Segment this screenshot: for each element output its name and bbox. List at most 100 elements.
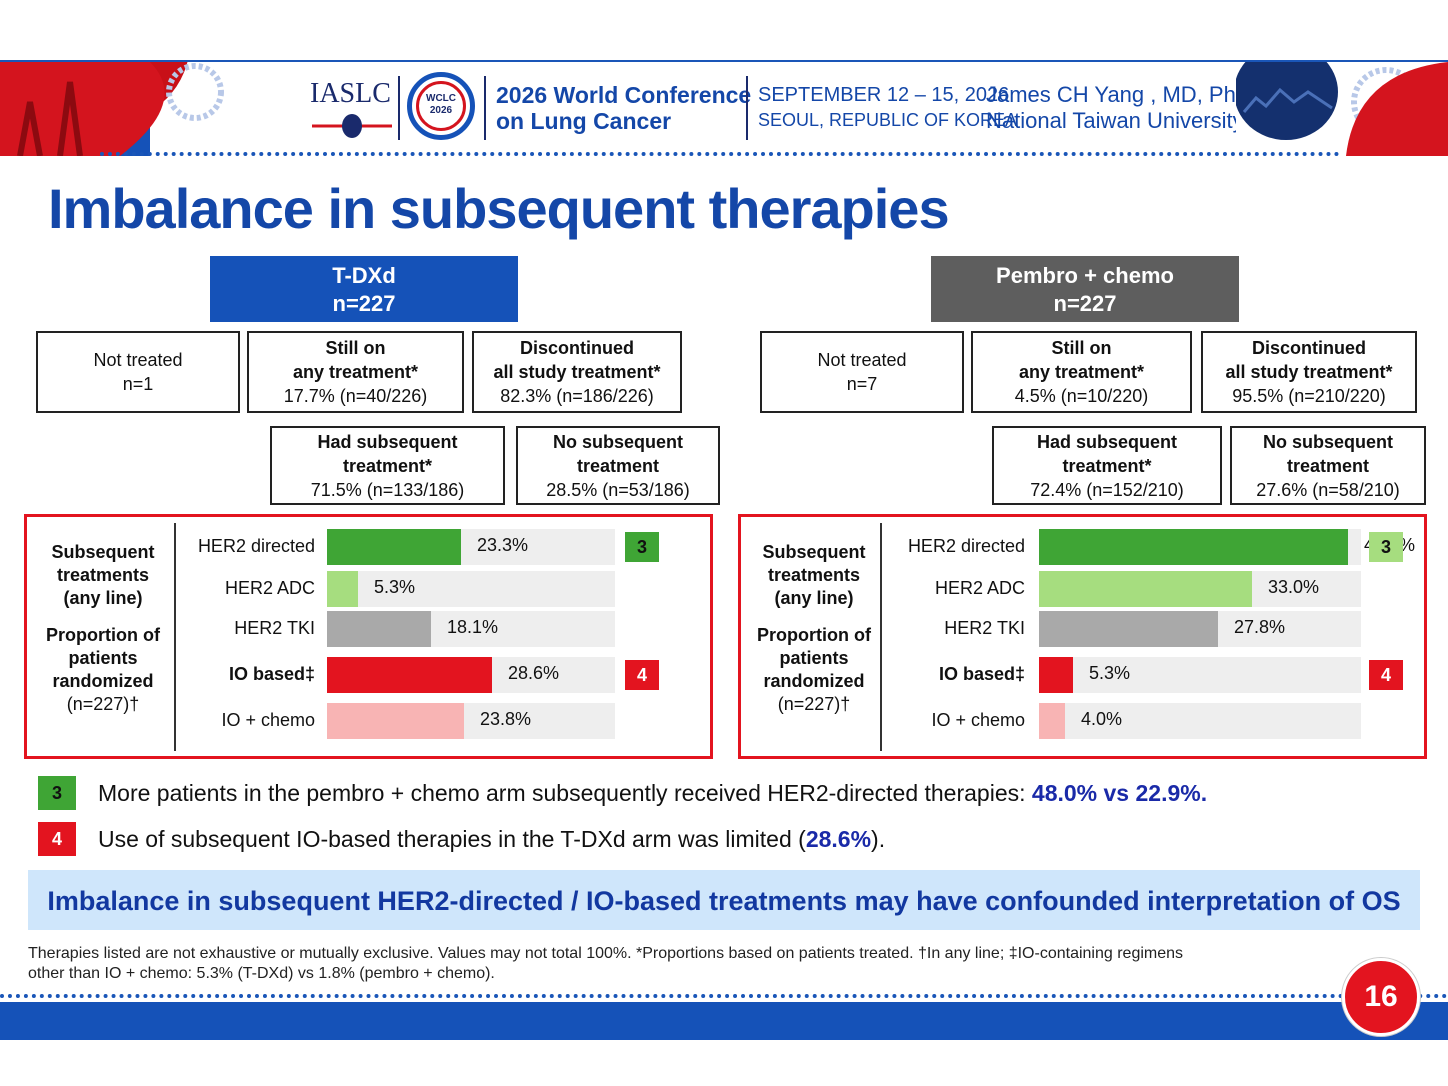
- city-night-icon: [1236, 62, 1448, 156]
- side-label-line: Proportion of: [46, 625, 160, 645]
- header-divider: [746, 76, 748, 140]
- flow-box-not-treated: Not treated n=1: [36, 331, 240, 413]
- header-divider: [398, 76, 400, 140]
- conference-name-line2: on Lung Cancer: [496, 108, 672, 134]
- conference-location: SEOUL, REPUBLIC OF KOREA: [758, 110, 1018, 130]
- header-bottom-dotted-line: [100, 152, 1340, 156]
- side-label-line: patients: [68, 648, 138, 668]
- conference-name-line1: 2026 World Conference: [496, 82, 752, 108]
- subsequent-therapy-panel-pembro-chemo: Subsequent treatments (any line) Proport…: [738, 514, 1427, 759]
- flow-box-value: 71.5% (n=133/186): [310, 479, 465, 500]
- flow-box-label: Discontinued: [1251, 338, 1366, 358]
- side-label-line: Proportion of: [757, 625, 871, 645]
- side-label-line: treatments: [767, 565, 861, 585]
- arm-name: Pembro + chemo: [996, 263, 1174, 288]
- flow-box-value: 27.6% (n=58/210): [1256, 479, 1400, 500]
- header-top-line: [0, 60, 1448, 62]
- bar: [327, 657, 492, 693]
- note-highlight: 28.6%: [805, 826, 872, 852]
- bar: [327, 571, 358, 607]
- flow-box-no-subsequent: No subsequent treatment 28.5% (n=53/186): [516, 426, 720, 505]
- bar-category-label: HER2 directed: [197, 536, 315, 556]
- bar-value-label: 33.0%: [1268, 577, 1320, 597]
- arm-n: n=227: [332, 291, 396, 316]
- flow-box-discontinued: Discontinued all study treatment* 82.3% …: [472, 331, 682, 413]
- flow-box-label: Had subsequent: [317, 431, 458, 452]
- arm-header-pembro-chemo: Pembro + chemo n=227: [931, 256, 1239, 322]
- wclc-logo: WCLC 2026: [407, 72, 475, 140]
- flow-box-still-on: Still on any treatment* 17.7% (n=40/226): [247, 331, 464, 413]
- panel-divider: [880, 523, 882, 751]
- note-text: More patients in the pembro + chemo arm …: [98, 780, 1032, 806]
- arm-header-tdxd: T-DXd n=227: [210, 256, 518, 322]
- header-divider: [484, 76, 486, 140]
- flow-box-discontinued: Discontinued all study treatment* 95.5% …: [1201, 331, 1417, 413]
- bar-badge-4: 4: [1369, 660, 1403, 690]
- side-label-line: treatments: [56, 565, 150, 585]
- note-badge-4: 4: [38, 822, 76, 856]
- bar-value-label: 27.8%: [1234, 617, 1286, 637]
- note-her2-directed: More patients in the pembro + chemo arm …: [98, 780, 1207, 807]
- bar: [1039, 657, 1073, 693]
- bar-category-label: IO + chemo: [221, 710, 315, 730]
- bar-category-label: IO + chemo: [931, 710, 1025, 730]
- flow-box-label: Had subsequent: [1036, 431, 1178, 452]
- flow-box-label: No subsequent: [552, 431, 683, 452]
- note-badge-3: 3: [38, 776, 76, 810]
- note-highlight: 48.0% vs 22.9%.: [1031, 780, 1208, 806]
- footnote: Therapies listed are not exhaustive or m…: [28, 944, 1328, 984]
- bar: [327, 529, 461, 565]
- flow-box-had-subsequent: Had subsequent treatment* 72.4% (n=152/2…: [992, 426, 1222, 505]
- arm-n: n=227: [1053, 291, 1117, 316]
- bar-value-label: 23.8%: [480, 709, 532, 729]
- panel-divider: [174, 523, 176, 751]
- bar-badge-4: 4: [625, 660, 659, 690]
- bar: [327, 703, 464, 739]
- footnote-line: Therapies listed are not exhaustive or m…: [28, 945, 1184, 962]
- flow-box-had-subsequent: Had subsequent treatment* 71.5% (n=133/1…: [270, 426, 505, 505]
- bar-chart-area: HER2 directed 23.3% HER2 ADC 5.3% HER2 TKI 18…: [27, 517, 710, 756]
- footer-bar: [0, 1002, 1448, 1040]
- wclc-logo-text: WCLC 2026: [426, 93, 456, 116]
- bar-category-label: HER2 ADC: [224, 578, 315, 598]
- footer-dotted-line: [0, 994, 1448, 998]
- bar: [327, 611, 431, 647]
- bar-category-label: HER2 ADC: [934, 578, 1025, 598]
- flow-box-label: No subsequent: [1262, 431, 1393, 452]
- header-decoration-right: [1236, 62, 1448, 156]
- flow-box-label: Not treated: [817, 350, 907, 370]
- bar-value-label: 23.3%: [477, 535, 529, 555]
- presenter-name: James CH Yang , MD, PhD: [986, 82, 1252, 107]
- side-label-line: (n=227)†: [777, 694, 851, 714]
- bar: [1039, 571, 1252, 607]
- footnote-line: other than IO + chemo: 5.3% (T-DXd) vs 1…: [28, 965, 495, 982]
- flow-box-label: any treatment*: [1018, 362, 1145, 382]
- flow-box-label: treatment: [576, 455, 660, 476]
- side-label-line: Subsequent: [762, 542, 866, 562]
- bar-category-label: HER2 TKI: [234, 618, 315, 638]
- subsequent-therapy-panel-tdxd: Subsequent treatments (any line) Proport…: [24, 514, 713, 759]
- bar: [1039, 611, 1218, 647]
- flow-box-label: treatment: [1286, 455, 1370, 476]
- bar-track: [1039, 657, 1361, 693]
- side-label-line: (any line): [63, 588, 143, 608]
- iaslc-logo: IASLC: [310, 78, 391, 109]
- bar-category-label: IO based‡: [228, 664, 315, 684]
- flow-box-label: all study treatment*: [1225, 362, 1393, 382]
- presenter-affiliation: National Taiwan University: [986, 108, 1244, 133]
- flow-box-label: all study treatment*: [493, 362, 661, 382]
- lung-logo-icon: [312, 112, 392, 145]
- flow-box-label: treatment*: [342, 455, 433, 476]
- flow-box-label: treatment*: [1062, 455, 1152, 476]
- flow-box-label: any treatment*: [292, 362, 419, 382]
- arm-name: T-DXd: [332, 263, 396, 288]
- bar-value-label: 4.0%: [1081, 709, 1123, 729]
- slide-title: Imbalance in subsequent therapies: [48, 177, 950, 240]
- note-tail: ).: [871, 826, 886, 852]
- flow-box-value: 82.3% (n=186/226): [500, 386, 654, 406]
- flow-box-value: 17.7% (n=40/226): [283, 386, 428, 406]
- flow-box-label: Discontinued: [519, 338, 634, 358]
- seoul-skyline-icon: [0, 62, 230, 156]
- flow-box-value: 95.5% (n=210/220): [1232, 386, 1386, 406]
